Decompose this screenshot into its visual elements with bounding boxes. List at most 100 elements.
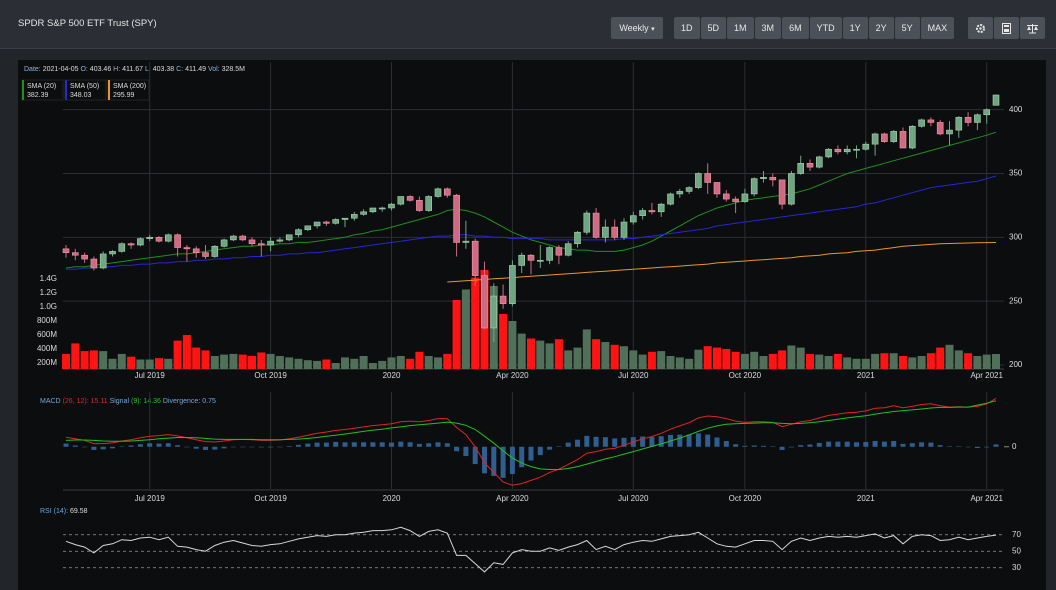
legend-params: (14): [54,508,68,515]
divergence-bar [128,445,134,447]
divergence-bar [826,441,832,447]
volume-bar [350,358,359,369]
candle-body [341,217,349,220]
x-tick-label: Apr 2021 [970,371,1003,380]
candle-body [788,173,795,205]
candle-body [871,133,879,145]
divergence-bar [993,444,999,447]
volume-bar [880,353,889,369]
candle-body [295,229,302,236]
x-tick-label: Apr 2021 [970,494,1003,503]
divergence-bar [612,438,618,447]
volume-tick-label: 600M [37,330,57,339]
candle-body [834,148,842,153]
divergence-bar [184,446,190,448]
volume-bar [573,347,582,369]
legend-value: 382.39 [27,92,49,99]
volume-bar [620,346,628,369]
candle-body [369,207,377,213]
divergence-bar [640,436,646,447]
volume-bar [331,363,340,369]
candle-body [81,254,88,260]
volume-bar [787,345,796,369]
divergence-bar [212,446,218,450]
legend-value: 348.03 [70,92,92,99]
divergence-bar [881,441,887,447]
volume-bar [387,357,396,369]
range-button[interactable]: 5Y [894,17,920,39]
candle-body [109,251,116,255]
divergence-bar [361,442,367,447]
candle-body [936,122,944,135]
volume-bar [740,353,749,369]
range-button[interactable]: 2Y [868,17,894,39]
divergence-bar [500,446,506,478]
divergence-bar [398,441,404,447]
candle-body [983,109,991,116]
legend-name: MACD [40,398,61,405]
volume-bar [285,357,294,369]
compare-button[interactable] [1020,17,1045,39]
volume-bar [99,351,108,369]
info-label: C: [176,66,183,73]
volume-bar [973,356,982,369]
divergence-bar [695,433,701,447]
candle-body [416,200,423,211]
range-button[interactable]: YTD [809,17,842,39]
divergence-bar [342,442,348,447]
settings-button[interactable] [968,17,993,39]
candle-body [667,193,674,205]
candle-body [685,187,693,192]
range-button[interactable]: 1Y [842,17,868,39]
divergence-bar [268,446,274,448]
volume-bar [117,353,126,369]
volume-bar [452,300,461,369]
divergence-bar [72,445,78,447]
divergence-bar [277,446,283,448]
volume-bar [992,354,1000,369]
candle-body [220,239,228,247]
candle-body [155,237,163,242]
volume-bar [796,347,805,369]
candle-body [592,212,600,238]
divergence-bar [686,434,692,447]
volume-bar [182,335,191,369]
range-button[interactable]: 3M [754,17,782,39]
divergence-bar [584,435,590,447]
volume-bar [71,343,80,369]
candle-body [285,234,293,241]
divergence-bar [165,443,171,447]
candle-body [657,203,665,213]
calculator-button[interactable] [994,17,1019,39]
candle-body [360,211,367,215]
divergence-bar [416,443,422,447]
volume-bar [424,356,433,369]
volume-bar [908,357,917,369]
legend-params: (9): [131,398,142,405]
volume-bar [638,354,647,369]
volume-bar [843,357,852,369]
range-button[interactable]: 1D [674,17,700,39]
volume-bar [675,357,684,369]
range-button[interactable]: MAX [920,17,955,39]
y-tick-label: 400 [1009,105,1023,114]
divergence-bar [379,442,385,447]
range-button[interactable]: 1M [727,17,754,39]
volume-bar [173,340,182,369]
volume-tick-label: 1.4G [40,274,57,283]
interval-dropdown[interactable]: Weekly ▾ [611,17,663,39]
range-button[interactable]: 6M [782,17,809,39]
volume-bar [554,339,563,369]
candle-body [425,196,433,211]
x-tick-label: Oct 2019 [254,371,287,380]
divergence-bar [444,443,450,447]
divergence-bar [602,437,608,447]
candle-body [574,231,581,245]
y-tick-label: 0 [1012,442,1017,451]
divergence-bar [937,445,943,447]
volume-tick-label: 1.2G [40,288,57,297]
range-button[interactable]: 5D [700,17,727,39]
volume-bar [852,358,861,369]
divergence-bar [891,441,897,447]
